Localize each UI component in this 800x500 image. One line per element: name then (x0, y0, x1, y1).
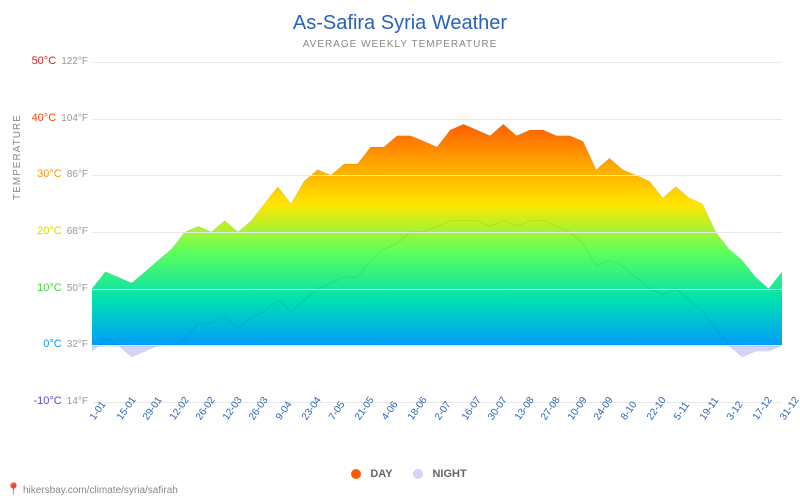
y-axis-label: TEMPERATURE (12, 114, 23, 200)
map-pin-icon: 📍 (6, 482, 21, 496)
y-tick: 20°C 68°F (37, 225, 88, 237)
gridline (92, 175, 782, 176)
x-tick: 4-06 (380, 400, 400, 423)
x-tick: 9-04 (274, 400, 294, 423)
y-tick: 50°C 122°F (32, 55, 88, 67)
x-tick: 2-07 (433, 400, 453, 423)
x-tick: 8-10 (619, 400, 639, 423)
footer-url: hikersbay.com/climate/syria/safirah (23, 485, 178, 496)
y-tick: 0°C 32°F (43, 338, 88, 350)
x-tick: 5-11 (672, 400, 692, 422)
x-tick: 7-05 (327, 400, 347, 423)
chart-subtitle: AVERAGE WEEKLY TEMPERATURE (0, 39, 800, 50)
gridline (92, 119, 782, 120)
legend-day-dot (351, 469, 361, 479)
x-tick: 3-12 (725, 400, 745, 423)
y-tick: 30°C 86°F (37, 168, 88, 180)
chart-legend: DAY NIGHT (0, 468, 800, 480)
chart-area (92, 62, 782, 402)
y-tick: -10°C 14°F (33, 395, 88, 407)
gridline (92, 62, 782, 63)
gridline (92, 345, 782, 346)
gridline (92, 402, 782, 403)
footer-attribution: 📍hikersbay.com/climate/syria/safirah (6, 482, 178, 496)
weather-chart-container: As-Safira Syria Weather AVERAGE WEEKLY T… (0, 0, 800, 500)
gridline (92, 289, 782, 290)
legend-night-label: NIGHT (432, 468, 466, 480)
y-tick: 40°C 104°F (32, 112, 88, 124)
y-tick: 10°C 50°F (37, 282, 88, 294)
x-tick: 1-01 (88, 400, 108, 423)
legend-day-label: DAY (370, 468, 392, 480)
page-title: As-Safira Syria Weather (0, 0, 800, 35)
legend-night-dot (413, 469, 423, 479)
gridline (92, 232, 782, 233)
